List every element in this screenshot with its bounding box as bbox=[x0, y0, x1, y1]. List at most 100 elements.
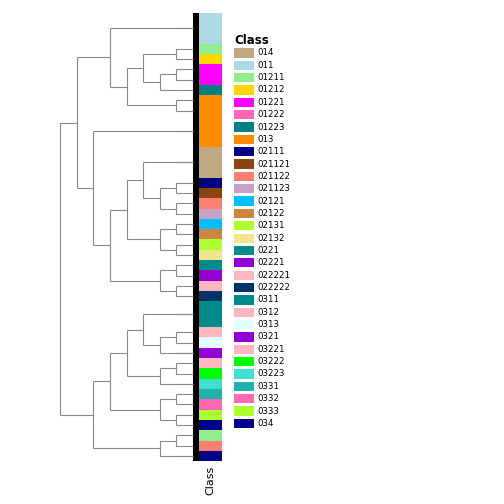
Bar bbox=[199, 64, 222, 75]
Bar bbox=[234, 147, 254, 156]
Bar bbox=[199, 250, 222, 260]
Bar bbox=[234, 209, 254, 218]
Bar bbox=[199, 399, 222, 410]
Bar bbox=[234, 246, 254, 255]
Text: Class: Class bbox=[206, 466, 215, 495]
Text: 02122: 02122 bbox=[258, 209, 285, 218]
Text: 021123: 021123 bbox=[258, 184, 290, 193]
Bar bbox=[234, 283, 254, 292]
Text: Class: Class bbox=[234, 34, 269, 47]
Bar bbox=[199, 177, 222, 188]
Bar bbox=[234, 60, 254, 70]
Bar bbox=[234, 419, 254, 428]
Bar bbox=[199, 281, 222, 291]
Text: 0221: 0221 bbox=[258, 246, 280, 255]
Text: 0311: 0311 bbox=[258, 295, 280, 304]
Bar bbox=[234, 172, 254, 181]
Bar bbox=[234, 48, 254, 57]
Bar bbox=[199, 209, 222, 219]
Bar bbox=[234, 357, 254, 366]
Bar bbox=[199, 420, 222, 430]
Bar bbox=[234, 122, 254, 132]
Bar bbox=[199, 219, 222, 229]
Bar bbox=[199, 54, 222, 64]
Bar bbox=[199, 85, 222, 95]
Text: 0331: 0331 bbox=[258, 382, 280, 391]
Bar bbox=[199, 270, 222, 281]
Text: 021121: 021121 bbox=[258, 160, 290, 168]
Bar bbox=[234, 332, 254, 342]
Bar bbox=[234, 159, 254, 169]
Text: 02132: 02132 bbox=[258, 234, 285, 242]
Text: 03222: 03222 bbox=[258, 357, 285, 366]
Text: 01223: 01223 bbox=[258, 122, 285, 132]
Bar bbox=[199, 430, 222, 440]
Bar bbox=[234, 382, 254, 391]
Bar bbox=[199, 348, 222, 358]
Bar bbox=[234, 184, 254, 194]
Bar bbox=[234, 85, 254, 95]
Text: 01212: 01212 bbox=[258, 86, 285, 94]
Bar bbox=[199, 105, 222, 116]
Bar bbox=[199, 301, 222, 327]
Text: 01211: 01211 bbox=[258, 73, 285, 82]
Text: 02131: 02131 bbox=[258, 221, 285, 230]
Bar bbox=[199, 75, 222, 85]
Text: 013: 013 bbox=[258, 135, 274, 144]
Bar bbox=[234, 406, 254, 416]
Bar bbox=[199, 291, 222, 301]
Text: 021122: 021122 bbox=[258, 172, 290, 181]
Bar bbox=[199, 13, 222, 43]
Bar bbox=[199, 440, 222, 451]
Bar bbox=[234, 221, 254, 230]
Bar bbox=[199, 368, 222, 379]
Bar bbox=[199, 451, 222, 461]
Text: 0321: 0321 bbox=[258, 333, 280, 341]
Text: 022222: 022222 bbox=[258, 283, 290, 292]
Text: 02111: 02111 bbox=[258, 147, 285, 156]
Bar bbox=[234, 345, 254, 354]
Text: 02221: 02221 bbox=[258, 259, 285, 267]
Bar bbox=[234, 197, 254, 206]
Bar bbox=[199, 198, 222, 209]
Text: 02121: 02121 bbox=[258, 197, 285, 206]
Bar bbox=[234, 307, 254, 317]
Bar bbox=[234, 320, 254, 329]
Bar bbox=[234, 394, 254, 403]
Text: 01221: 01221 bbox=[258, 98, 285, 107]
Text: 0312: 0312 bbox=[258, 308, 280, 317]
Text: 014: 014 bbox=[258, 48, 274, 57]
Bar bbox=[234, 369, 254, 379]
Bar bbox=[193, 13, 199, 461]
Bar bbox=[199, 389, 222, 399]
Text: 03223: 03223 bbox=[258, 369, 285, 379]
Bar bbox=[199, 229, 222, 239]
Bar bbox=[234, 135, 254, 144]
Bar bbox=[199, 147, 222, 177]
Bar bbox=[199, 358, 222, 368]
Bar bbox=[234, 271, 254, 280]
Bar bbox=[199, 379, 222, 389]
Text: 0333: 0333 bbox=[258, 407, 280, 415]
Bar bbox=[234, 258, 254, 268]
Bar bbox=[199, 116, 222, 147]
Bar bbox=[199, 327, 222, 337]
Bar bbox=[234, 295, 254, 304]
Bar bbox=[199, 239, 222, 250]
Text: 022221: 022221 bbox=[258, 271, 290, 280]
Text: 0313: 0313 bbox=[258, 320, 280, 329]
Bar bbox=[199, 337, 222, 348]
Bar bbox=[234, 233, 254, 243]
Text: 0332: 0332 bbox=[258, 394, 280, 403]
Bar bbox=[199, 260, 222, 270]
Bar bbox=[234, 110, 254, 119]
Bar bbox=[199, 95, 222, 105]
Text: 034: 034 bbox=[258, 419, 274, 428]
Text: 01222: 01222 bbox=[258, 110, 285, 119]
Text: 03221: 03221 bbox=[258, 345, 285, 354]
Bar bbox=[199, 43, 222, 54]
Bar bbox=[234, 98, 254, 107]
Bar bbox=[199, 188, 222, 198]
Text: 011: 011 bbox=[258, 61, 274, 70]
Bar bbox=[199, 410, 222, 420]
